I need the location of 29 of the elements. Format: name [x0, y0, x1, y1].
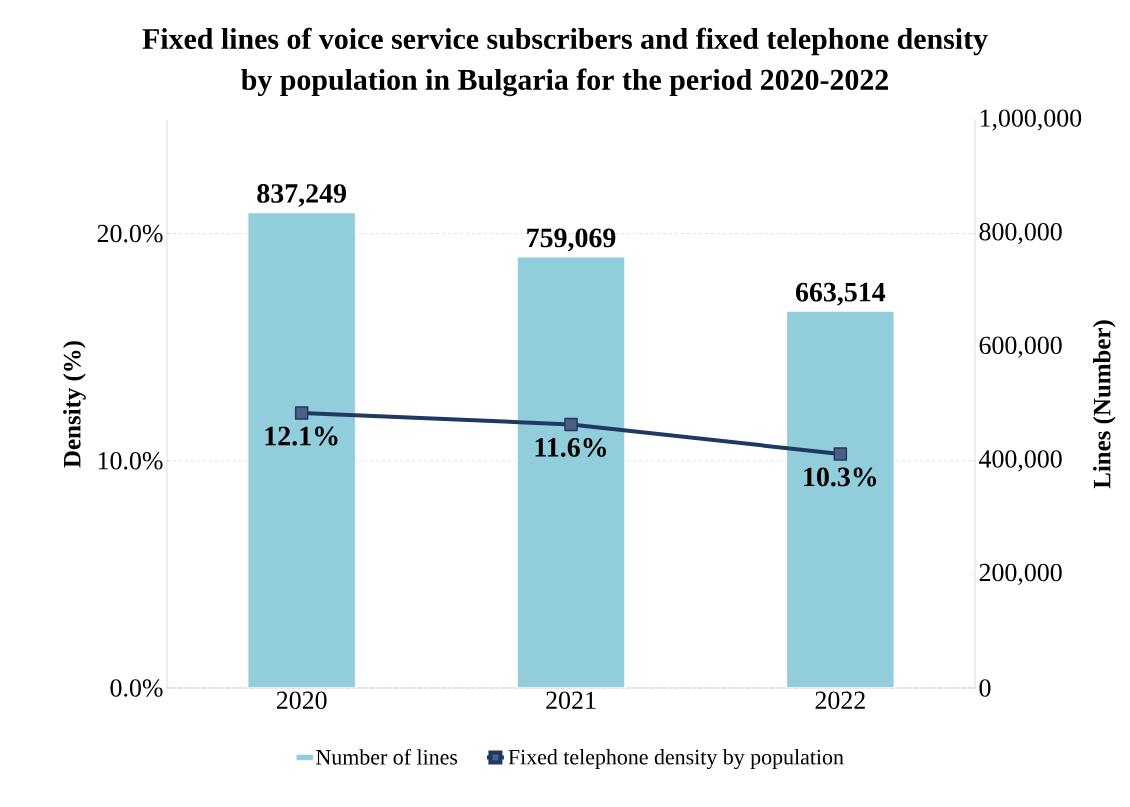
bar	[516, 256, 626, 688]
data-label: 663,514	[795, 282, 886, 306]
y2-tick-label: 0	[979, 679, 991, 697]
bar	[246, 211, 357, 688]
y2-tick-label: 600,000	[979, 336, 1062, 358]
point	[564, 417, 578, 432]
y2-tick-label: 1,000,000	[980, 109, 1082, 131]
point	[833, 447, 848, 461]
bar	[785, 310, 896, 688]
y-axis-title: Density (%)	[63, 341, 86, 468]
data-label: 837,249	[257, 184, 346, 207]
data-label: 11.6%	[535, 437, 606, 457]
legend-label: Fixed telephone density by population	[508, 749, 844, 770]
y2-tick-label: 800,000	[979, 222, 1062, 245]
y2-tick-label: 200,000	[979, 563, 1062, 585]
y-tick-label: 20.0%	[97, 224, 163, 243]
x-tick-label: 2021	[546, 691, 596, 709]
y2-tick-label: 400,000	[979, 450, 1062, 472]
y2-axis-title: Lines (Number)	[1092, 320, 1116, 489]
x-tick-label: 2020	[276, 691, 327, 709]
data-label: 10.3%	[804, 467, 877, 487]
x-tick-label: 2022	[815, 691, 865, 709]
chart-title: Fixed lines of voice service subscribers and fixed telephone density by population in Bulgaria for the period 2020-2022	[142, 27, 988, 97]
data-label: 759,069	[527, 228, 616, 252]
point	[294, 406, 309, 420]
y-tick-label: 10.0%	[98, 451, 163, 470]
legend-label: Number of lines	[316, 748, 458, 765]
data-label: 12.1%	[265, 426, 338, 446]
y-tick-label: 0.0%	[110, 679, 163, 697]
